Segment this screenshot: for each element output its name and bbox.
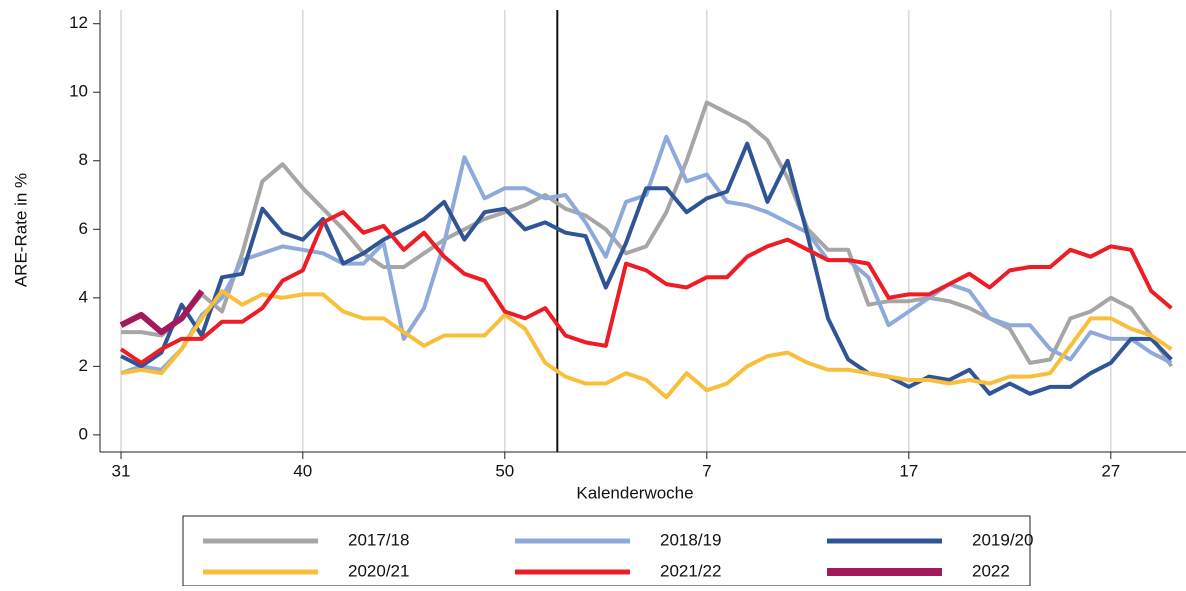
x-tick-label: 31 [112, 461, 131, 480]
legend-label: 2020/21 [348, 561, 409, 580]
y-tick-label: 8 [79, 150, 88, 169]
legend-label: 2018/19 [660, 530, 721, 549]
series-line [120, 141, 1173, 396]
legend-label: 2019/20 [972, 530, 1033, 549]
x-tick-label: 17 [899, 461, 918, 480]
x-tick-label: 27 [1101, 461, 1120, 480]
series-line [119, 289, 205, 336]
legend-label: 2022 [972, 561, 1010, 580]
legend-label: 2017/18 [348, 530, 409, 549]
series-line [120, 289, 1173, 400]
series-line [120, 134, 1173, 376]
x-tick-label: 50 [495, 461, 514, 480]
x-axis-label: Kalenderwoche [576, 483, 693, 502]
y-tick-label: 2 [79, 356, 88, 375]
y-tick-label: 12 [69, 13, 88, 32]
legend-label: 2021/22 [660, 561, 721, 580]
y-tick-label: 0 [79, 424, 88, 443]
y-tick-label: 6 [79, 219, 88, 238]
y-tick-label: 4 [79, 287, 88, 306]
x-tick-label: 7 [702, 461, 711, 480]
y-tick-label: 10 [69, 82, 88, 101]
series-line [119, 210, 1173, 365]
y-axis-label: ARE-Rate in % [11, 173, 30, 287]
x-tick-label: 40 [293, 461, 312, 480]
